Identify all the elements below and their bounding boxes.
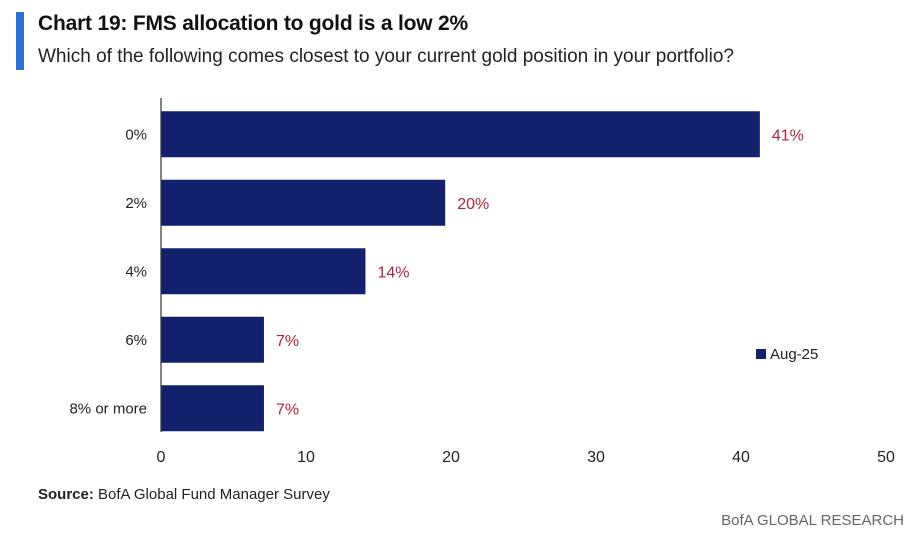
- value-label: 7%: [276, 401, 299, 418]
- x-tick-label: 50: [877, 449, 895, 466]
- x-tick-label: 30: [587, 449, 605, 466]
- legend-swatch: [756, 349, 766, 359]
- chart-title: Chart 19: FMS allocation to gold is a lo…: [38, 12, 468, 35]
- value-label: 14%: [377, 264, 409, 281]
- value-label: 20%: [457, 196, 489, 213]
- bar-4: [161, 316, 264, 363]
- bar-1: [161, 111, 760, 158]
- x-tick-label: 0: [157, 449, 166, 466]
- x-tick-label: 10: [297, 449, 315, 466]
- category-label: 2%: [125, 195, 147, 212]
- title-accent-bar: [16, 12, 24, 70]
- value-label: 7%: [276, 333, 299, 350]
- category-label: 8% or more: [69, 400, 147, 417]
- source-label: Source:: [38, 486, 94, 503]
- x-tick-label: 40: [732, 449, 750, 466]
- chart-subtitle: Which of the following comes closest to …: [38, 46, 734, 67]
- bar-5: [161, 385, 264, 432]
- brand-label: BofA GLOBAL RESEARCH: [721, 512, 904, 529]
- source-note: Source: BofA Global Fund Manager Survey: [38, 486, 330, 503]
- legend-label: Aug-25: [770, 346, 818, 363]
- bar-3: [161, 248, 366, 295]
- category-label: 0%: [125, 126, 147, 143]
- bar-2: [161, 179, 446, 226]
- category-label: 4%: [125, 263, 147, 280]
- source-text: BofA Global Fund Manager Survey: [98, 486, 330, 503]
- category-label: 6%: [125, 332, 147, 349]
- x-tick-label: 20: [442, 449, 460, 466]
- value-label: 41%: [772, 127, 804, 144]
